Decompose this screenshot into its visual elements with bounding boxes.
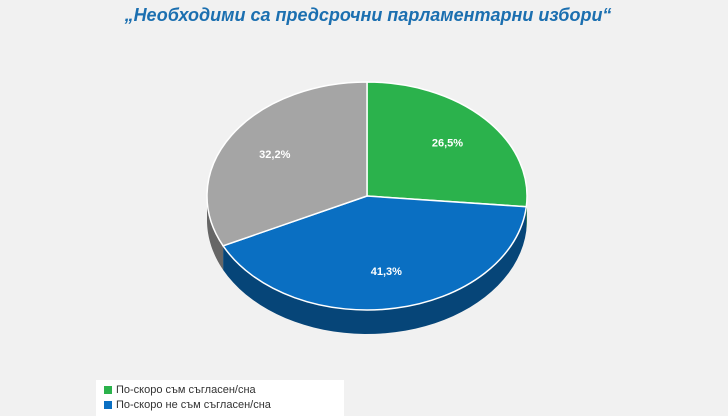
slice-side bbox=[223, 206, 527, 334]
data-label: 41,3% bbox=[371, 266, 402, 278]
legend-swatch bbox=[104, 401, 112, 409]
legend-label: По-скоро не съм съгласен/сна bbox=[116, 399, 272, 411]
pie-slice bbox=[206, 81, 368, 247]
pie-slice bbox=[221, 195, 528, 311]
data-label: 26,5% bbox=[432, 138, 463, 150]
legend-swatch bbox=[104, 386, 112, 394]
legend-box bbox=[96, 380, 344, 416]
pie-slice bbox=[366, 81, 528, 208]
data-label: 32,2% bbox=[259, 149, 290, 161]
chart-title: „Необходими са предсрочни парламентарни … bbox=[124, 5, 612, 25]
legend-label: По-скоро съм съгласен/сна bbox=[116, 384, 257, 396]
